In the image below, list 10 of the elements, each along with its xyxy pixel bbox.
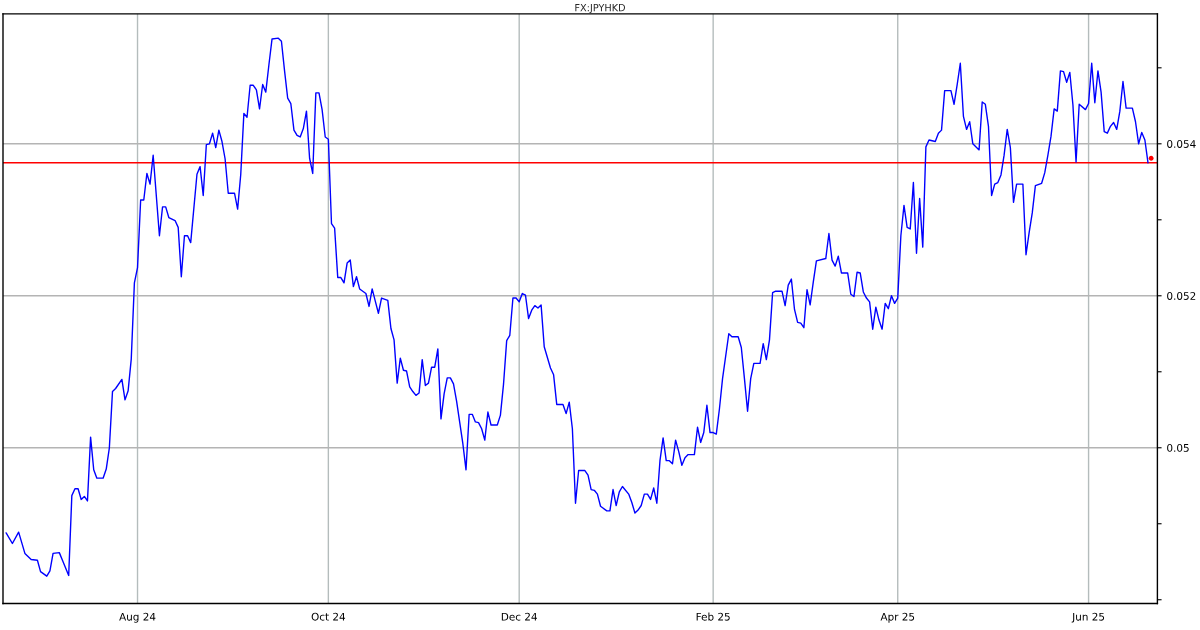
y-tick-label: 0.052 [1167, 292, 1196, 300]
y-tick-label: 0.05 [1167, 443, 1189, 452]
x-tick-label: Aug 24 [119, 612, 156, 623]
x-tick-label: Oct 24 [311, 612, 346, 621]
chart-title: FX:JPYHKD [575, 4, 625, 14]
x-tick-label: Jun 25 [1071, 612, 1105, 623]
x-tick-label: Feb 25 [696, 612, 730, 621]
y-tick-label: 0.054 [1167, 140, 1196, 148]
x-tick-label: Apr 25 [880, 612, 915, 623]
x-tick-label: Dec 24 [501, 612, 537, 621]
